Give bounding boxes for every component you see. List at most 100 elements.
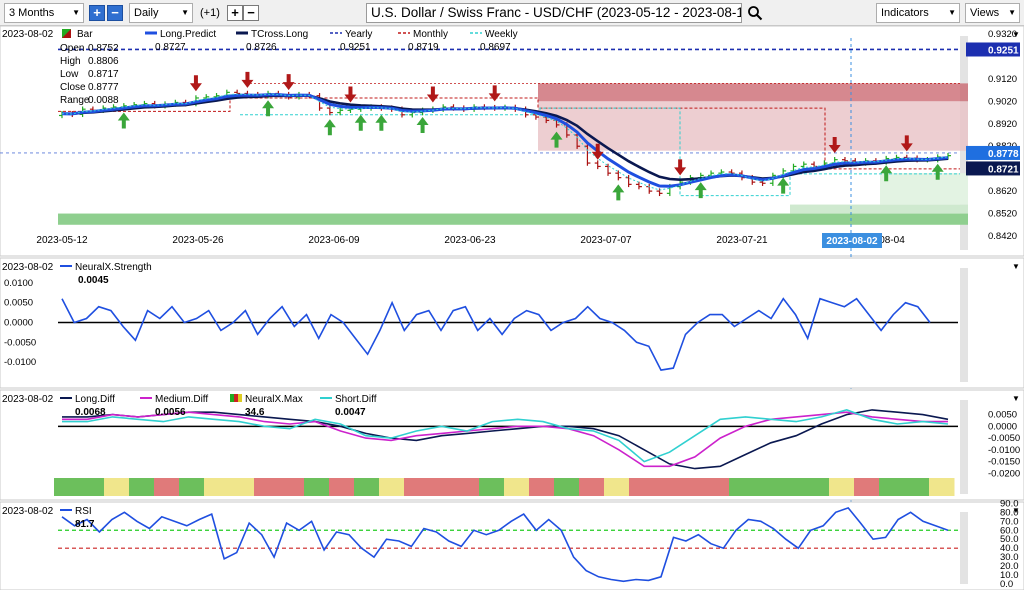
views-dropdown[interactable]: Views ▼	[965, 3, 1020, 23]
neuralx-max-block	[54, 478, 80, 496]
neuralx-max-block	[554, 478, 580, 496]
price-axis-tick-label: 0.9120	[988, 74, 1017, 85]
legend-name-1: TCross.Long	[251, 29, 308, 40]
neuralx-max-block	[704, 478, 730, 496]
buy-arrow-icon	[612, 184, 625, 201]
neuralx-max-block	[779, 478, 805, 496]
neuralx-max-block	[304, 478, 330, 496]
support-zone-light	[880, 173, 968, 205]
neuralx-max-block	[379, 478, 405, 496]
ohlc-label-close: Close	[60, 82, 86, 93]
zoom-out-button[interactable]: −	[107, 5, 123, 21]
last-price-tag-bg	[966, 145, 1020, 160]
neuralx-max-block	[604, 478, 630, 496]
neuralx-max-block	[279, 478, 305, 496]
diff-legend-name-0: Long.Diff	[75, 394, 115, 405]
rsi-axis-tick-label: 60.0	[1000, 525, 1019, 536]
yearly-price-tag-bg	[966, 42, 1020, 57]
chart-canvas[interactable]: ▼0.93200.91200.90200.89200.88200.86200.8…	[0, 26, 1024, 590]
neuralx-max-block	[354, 478, 380, 496]
minus-icon: −	[111, 5, 119, 20]
views-label: Views	[970, 7, 1000, 19]
buy-arrow-icon	[354, 114, 367, 131]
indicators-dropdown[interactable]: Indicators ▼	[876, 3, 960, 23]
last-price-tag: 0.8778	[988, 149, 1019, 160]
panel-menu-icon[interactable]: ▼	[1012, 30, 1020, 39]
buy-arrow-icon	[375, 114, 388, 131]
sell-arrow-icon	[344, 86, 357, 103]
support-zone-light	[790, 204, 968, 214]
zoom-in-button[interactable]: +	[89, 5, 105, 21]
chevron-down-icon: ▼	[948, 8, 956, 17]
period-select[interactable]: 3 Months ▼	[4, 3, 84, 23]
neuralx-axis-tick-label: -0.0050	[4, 337, 36, 348]
chevron-down-icon: ▼	[72, 8, 80, 17]
neuralx-max-swatch	[230, 394, 234, 402]
neuralx-max-block	[529, 478, 555, 496]
neuralx-panel-date: 2023-08-02	[2, 262, 54, 273]
chevron-down-icon: ▼	[1008, 8, 1016, 17]
toolbar: 3 Months ▼ + − Daily ▼ (+1) + − U.S. Dol…	[0, 0, 1024, 26]
diff-legend-value-2: 34.6	[245, 407, 265, 418]
neuralx-max-block	[229, 478, 255, 496]
neuralx-max-block	[804, 478, 830, 496]
diff-legend-name-3: Short.Diff	[335, 394, 377, 405]
neuralx-max-block	[129, 478, 155, 496]
legend-name-4: Weekly	[485, 29, 518, 40]
scrollbar-track	[960, 512, 968, 584]
sell-arrow-icon	[241, 71, 254, 88]
date-axis-tick-label: 2023-05-12	[36, 235, 88, 246]
panel-menu-icon[interactable]: ▼	[1012, 262, 1020, 271]
offset-label: (+1)	[200, 7, 220, 19]
diffs-axis-tick-label: -0.0150	[988, 457, 1020, 468]
panel-menu-icon[interactable]: ▼	[1012, 394, 1020, 403]
neuralx-max-swatch	[238, 394, 242, 402]
neuralx-axis-tick-label: 0.0100	[4, 278, 33, 289]
date-axis-tick-label: 2023-06-23	[444, 235, 496, 246]
diff-legend-value-1: 0.0056	[155, 407, 186, 418]
diffs-panel-date: 2023-08-02	[2, 394, 54, 405]
interval-select[interactable]: Daily ▼	[129, 3, 193, 23]
neuralx-max-block	[404, 478, 430, 496]
ohlc-label-open: Open	[60, 43, 84, 54]
neuralx-max-block	[179, 478, 205, 496]
plus-icon: +	[231, 5, 239, 20]
diffs-axis-tick-label: -0.0100	[988, 445, 1020, 456]
neuralx-max-block	[754, 478, 780, 496]
chart-title: U.S. Dollar / Swiss Franc - USD/CHF (202…	[366, 3, 742, 23]
neuralx-legend-value: 0.0045	[78, 275, 109, 286]
neuralx-legend-name: NeuralX.Strength	[75, 262, 152, 273]
search-icon[interactable]	[747, 5, 763, 21]
legend-name-2: Yearly	[345, 29, 372, 40]
rsi-panel-date: 2023-08-02	[2, 506, 54, 517]
add-offset-button[interactable]: +	[227, 5, 243, 21]
date-axis-tick-label: 08-04	[879, 235, 905, 246]
rsi-axis-tick-label: 80.0	[1000, 507, 1019, 518]
neuralx-max-block	[79, 478, 105, 496]
buy-arrow-icon	[117, 112, 130, 129]
remove-offset-button[interactable]: −	[243, 5, 259, 21]
neuralx-max-block	[679, 478, 705, 496]
neuralx-max-block	[504, 478, 530, 496]
buy-arrow-icon	[931, 163, 944, 180]
short-predict-line	[61, 93, 949, 191]
neuralx-max-block	[729, 478, 755, 496]
legend-name-3: Monthly	[413, 29, 448, 40]
buy-arrow-icon	[694, 182, 707, 199]
cursor-date-label: 2023-08-02	[826, 236, 878, 247]
ohlc-value-low: 0.8717	[88, 69, 119, 80]
rsi-legend-name: RSI	[75, 506, 92, 517]
neuralx-axis-tick-label: 0.0050	[4, 298, 33, 309]
indicators-label: Indicators	[881, 7, 929, 19]
neuralx-max-block	[854, 478, 880, 496]
ohlc-value-high: 0.8806	[88, 56, 119, 67]
neuralx-max-block	[829, 478, 855, 496]
neuralx-strength-line	[61, 297, 931, 371]
rsi-axis-tick-label: 0.0	[1000, 579, 1013, 590]
support-zone	[58, 213, 968, 225]
legend-value-4: 0.8697	[480, 42, 511, 53]
panel-menu-icon[interactable]: ▼	[1012, 506, 1020, 515]
neuralx-max-block	[329, 478, 355, 496]
rsi-axis-tick-label: 40.0	[1000, 543, 1019, 554]
bar-legend-swatch	[62, 29, 71, 38]
